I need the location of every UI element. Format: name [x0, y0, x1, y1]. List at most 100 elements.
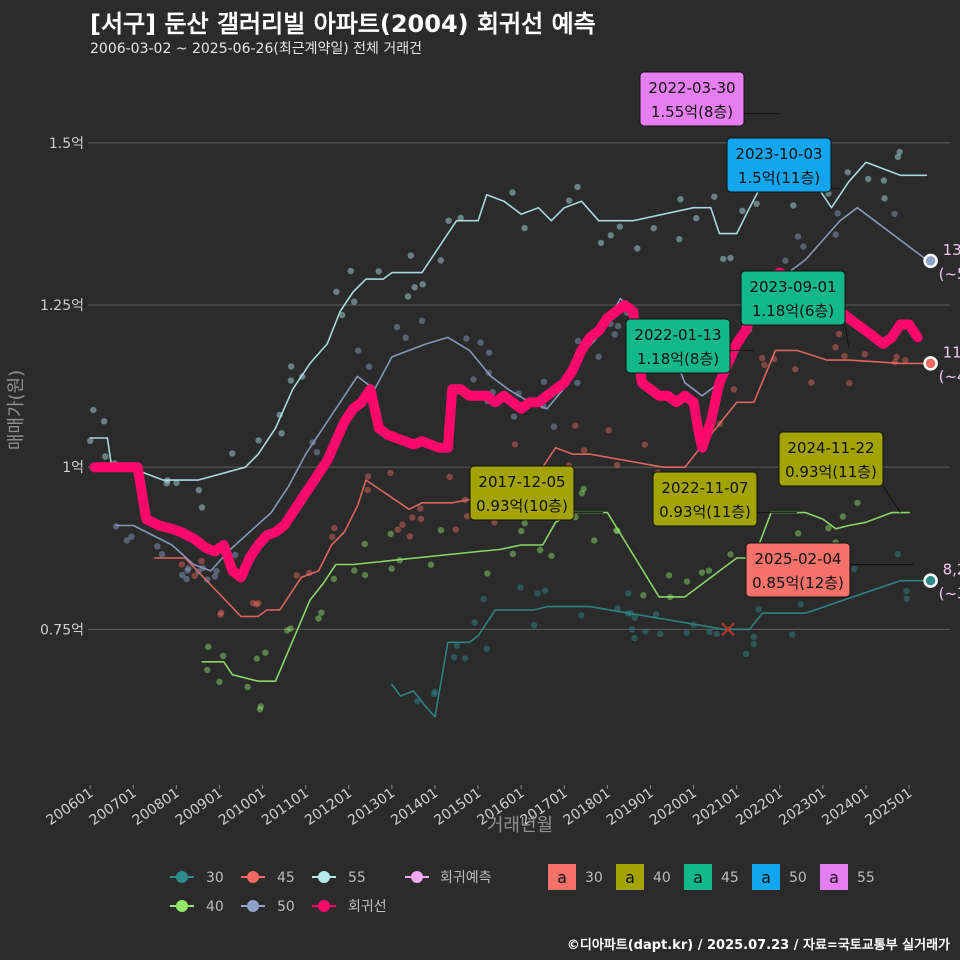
y-axis-ticks: 0.75억 1억 1.25억 1.5억 — [40, 136, 84, 638]
scatter-dot-40 — [437, 527, 445, 534]
callout-value-5: 0.93억(11층) — [659, 503, 751, 521]
scatter-dot-55 — [87, 437, 94, 445]
scatter-dot-40 — [484, 570, 491, 577]
scatter-dot-30 — [903, 587, 910, 595]
scatter-dot-55 — [753, 200, 760, 207]
scatter-points — [87, 148, 910, 713]
callout-date-2: 2023-09-01 — [749, 278, 836, 296]
legend-box-1 — [616, 864, 644, 890]
scatter-dot-55 — [411, 284, 418, 291]
scatter-dot-45 — [832, 344, 839, 351]
scatter-dot-50 — [782, 257, 789, 264]
scatter-dot-55 — [634, 245, 641, 252]
legend-dot-3 — [176, 900, 188, 912]
end-label-area-0: (~50㎡) — [939, 265, 960, 283]
scatter-dot-55 — [333, 288, 340, 295]
scatter-dot-30 — [652, 611, 660, 618]
end-label-area-2: (~30㎡) — [939, 585, 960, 603]
scatter-dot-45 — [572, 422, 579, 429]
scatter-dot-30 — [631, 614, 638, 621]
scatter-dot-40 — [244, 683, 251, 691]
x-tick-label-4: 201001 — [216, 785, 269, 829]
chart-title: [서구] 둔산 갤러리빌 아파트(2004) 회귀선 예측 — [90, 10, 596, 38]
scatter-dot-30 — [755, 606, 762, 613]
scatter-dot-45 — [249, 599, 257, 607]
scatter-dot-40 — [256, 706, 264, 713]
callout-value-0: 1.55억(8층) — [651, 103, 733, 121]
callout-value-6: 0.93억(11층) — [785, 463, 877, 481]
anomaly-marker — [721, 622, 735, 637]
scatter-dot-50 — [123, 537, 131, 544]
scatter-dot-45 — [293, 572, 300, 579]
x-tick-label-17: 202301 — [776, 785, 829, 829]
scatter-dot-55 — [566, 197, 573, 204]
callout-date-0: 2022-03-30 — [648, 79, 735, 97]
scatter-dot-30 — [480, 595, 487, 603]
x-tick-label-7: 201301 — [345, 785, 398, 829]
scatter-dot-55 — [419, 281, 426, 288]
callout-box-7 — [745, 542, 851, 598]
scatter-dot-50 — [463, 335, 470, 342]
x-tick-label-12: 201801 — [561, 785, 614, 829]
scatter-dot-30 — [461, 655, 469, 662]
scatter-dot-55 — [711, 193, 718, 200]
scatter-dot-55 — [616, 223, 624, 230]
scatter-dot-40 — [318, 609, 325, 616]
x-tick-label-8: 201401 — [388, 785, 441, 829]
scatter-dot-40 — [521, 520, 528, 527]
scatter-dot-30 — [530, 622, 538, 629]
x-axis-ticks: 2006012007012008012009012010012011012012… — [43, 785, 915, 829]
scatter-dot-50 — [510, 413, 518, 420]
legend: 30 45 55 40 50 회귀선 회귀예측 a 30 a 40 a 45 a 50 a 55 — [170, 864, 875, 915]
callout-value-2: 1.18억(6층) — [752, 302, 834, 320]
scatter-dot-30 — [517, 584, 524, 591]
scatter-dot-55 — [720, 255, 727, 263]
legend-label-1: 45 — [277, 870, 295, 886]
end-marker-50 — [923, 253, 938, 269]
scatter-dot-40 — [388, 565, 395, 572]
scatter-dot-50 — [614, 322, 622, 330]
scatter-dot-55 — [173, 479, 180, 487]
scatter-dot-45 — [178, 561, 186, 568]
scatter-dot-55 — [195, 486, 203, 494]
scatter-dot-55 — [288, 363, 295, 370]
scatter-dot-50 — [540, 378, 548, 385]
scatter-dot-40 — [253, 655, 260, 662]
scatter-dot-50 — [402, 334, 409, 341]
scatter-dot-30 — [614, 605, 621, 612]
scatter-dot-55 — [693, 215, 700, 222]
x-tick-label-16: 202201 — [733, 785, 786, 829]
scatter-dot-50 — [800, 243, 807, 250]
callout-box-2 — [740, 270, 846, 326]
legend-box-glyph-4: a — [829, 868, 839, 887]
scatter-dot-50 — [470, 376, 477, 383]
scatter-dot-45 — [835, 330, 843, 338]
scatter-dot-45 — [605, 427, 612, 434]
scatter-dot-40 — [216, 678, 223, 686]
scatter-dot-40 — [683, 578, 691, 585]
scatter-dot-30 — [903, 595, 910, 602]
scatter-dot-40 — [518, 527, 525, 535]
scatter-dot-40 — [665, 572, 673, 579]
x-tick-label-0: 200601 — [43, 785, 96, 829]
scatter-dot-50 — [183, 575, 190, 583]
scatter-dot-55 — [881, 195, 888, 202]
legend-label-forecast: 회귀예측 — [440, 870, 492, 886]
scatter-dot-30 — [750, 640, 758, 648]
scatter-dot-40 — [640, 592, 647, 599]
legend-dot-4 — [247, 900, 259, 912]
scatter-dot-40 — [698, 569, 706, 576]
x-tick-label-6: 201201 — [302, 785, 355, 829]
scatter-dot-45 — [580, 447, 588, 454]
source-caption: ©디아파트(dapt.kr) / 2025.07.23 / 자료=국토교통부 실… — [566, 938, 950, 953]
scatter-dot-55 — [894, 153, 902, 161]
scatter-dot-30 — [534, 590, 541, 597]
scatter-dot-55 — [790, 202, 797, 209]
scatter-dot-45 — [253, 601, 260, 608]
scatter-dot-30 — [450, 654, 458, 661]
end-marker-45 — [923, 356, 938, 371]
x-axis-title: 거래년월 — [487, 815, 553, 836]
scatter-dot-30 — [541, 587, 549, 594]
scatter-dot-55 — [880, 177, 888, 184]
scatter-dot-55 — [650, 225, 657, 232]
